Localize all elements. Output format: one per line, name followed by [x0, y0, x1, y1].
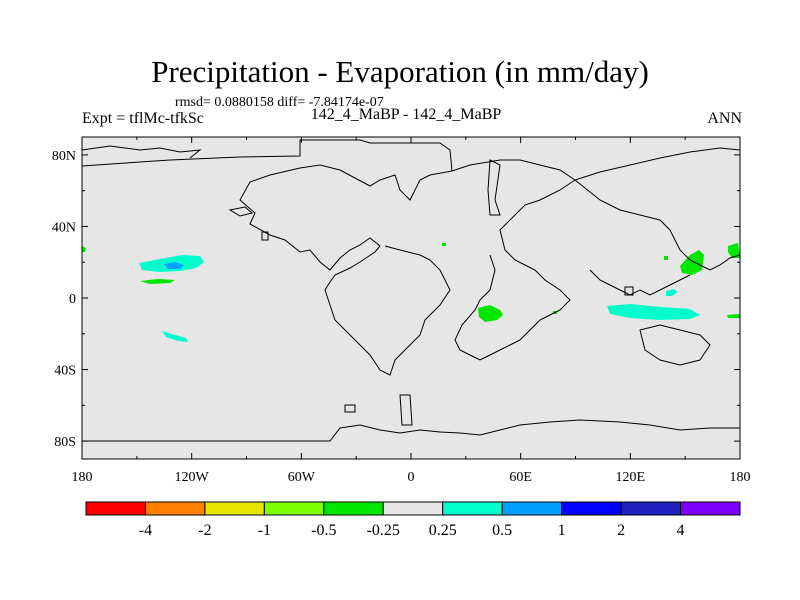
lat-tick-label: 80S — [54, 435, 76, 450]
lat-tick-label: 40S — [54, 364, 76, 379]
colorbar-swatch — [263, 501, 325, 516]
lon-tick-label: 180 — [730, 470, 751, 485]
coast-asia — [574, 147, 741, 271]
latitude-ticks: 80N 40N 0 40S 80S — [52, 149, 740, 450]
colorbar-label: 4 — [677, 522, 685, 539]
coast-islands-1 — [228, 206, 254, 217]
coast-islands-2 — [344, 404, 356, 413]
colorbar-swatch — [85, 501, 146, 516]
lon-tick-label: 180 — [72, 470, 93, 485]
lat-tick-label: 80N — [52, 149, 76, 164]
colorbar-swatch — [680, 501, 741, 516]
patch-indian-ocean — [607, 304, 700, 320]
coast-north-america-arctic — [81, 139, 453, 321]
colorbar-label: -0.5 — [311, 522, 336, 539]
patch-west-pacific — [666, 289, 678, 296]
colorbar-label: 0.25 — [429, 522, 457, 539]
case-subtitle: 142_4_MaBP - 142_4_MaBP — [310, 106, 502, 123]
colorbar-label: 1 — [558, 522, 566, 539]
coast-islands-3 — [399, 394, 413, 426]
colorbar-swatch — [144, 501, 206, 516]
patch-south-indian-edge — [727, 314, 740, 318]
colorbar-swatch — [561, 501, 622, 516]
colorbar-label: 0.5 — [492, 522, 512, 539]
colorbar: -4 -2 -1 -0.5 -0.25 0.25 0.5 1 2 4 — [85, 501, 741, 539]
lon-tick-label: 0 — [408, 470, 415, 485]
lon-tick-label: 60E — [509, 470, 532, 485]
anomaly-patches — [82, 243, 740, 342]
coast-greenland — [81, 145, 202, 159]
colorbar-label: 2 — [617, 522, 625, 539]
patch-atlantic-edge — [82, 246, 86, 252]
colorbar-swatch — [382, 501, 444, 516]
colorbar-swatch — [323, 501, 384, 516]
patch-north-pacific-core — [164, 262, 184, 269]
lat-tick-label: 40N — [52, 220, 76, 235]
colorbar-label: -4 — [139, 522, 152, 539]
colorbar-swatch — [501, 501, 563, 516]
patch-south-pacific — [162, 331, 188, 342]
stats-line: rmsd= 0.0880158 diff= -7.84174e-07 — [175, 95, 384, 110]
coast-india-seasia — [589, 269, 691, 296]
longitude-ticks: 180 120W 60W 0 60E 120E 180 — [72, 137, 751, 485]
patch-north-pacific-green — [140, 279, 175, 284]
lon-tick-label: 120W — [175, 470, 210, 485]
lon-tick-label: 60W — [288, 470, 316, 485]
colorbar-label: -0.25 — [367, 522, 400, 539]
patch-small-seasia — [664, 256, 668, 260]
coast-australia — [639, 324, 711, 366]
patch-africa — [478, 305, 503, 322]
patch-east-asia — [680, 250, 704, 275]
coast-islands-6 — [261, 231, 269, 241]
map-title: Precipitation - Evaporation (in mm/day) — [151, 54, 649, 89]
season-label: ANN — [707, 110, 742, 127]
colorbar-label: -2 — [198, 522, 211, 539]
experiment-label: Expt = tflMc-tfkSc — [82, 110, 204, 127]
patch-small-africa — [442, 243, 446, 246]
colorbar-label: -1 — [258, 522, 271, 539]
coast-south-america — [334, 245, 451, 376]
coast-islands-5 — [487, 159, 501, 216]
colorbar-swatch — [442, 501, 503, 516]
patch-nw-pacific — [728, 243, 740, 258]
coast-antarctica — [82, 419, 740, 442]
colorbar-swatch — [620, 501, 682, 516]
coast-islands-4 — [624, 286, 634, 296]
lat-tick-label: 0 — [69, 292, 76, 307]
coastlines — [81, 139, 741, 442]
lon-tick-label: 120E — [616, 470, 646, 485]
colorbar-swatch — [204, 501, 265, 516]
